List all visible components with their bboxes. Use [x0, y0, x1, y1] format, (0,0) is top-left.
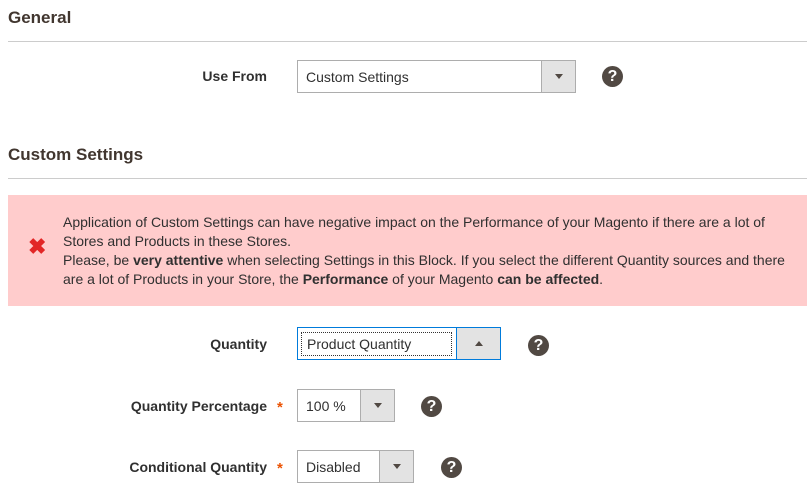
- alert-line-2: Please, be very attentive when selecting…: [63, 252, 785, 287]
- chevron-up-icon[interactable]: [456, 328, 500, 359]
- general-heading: General: [8, 8, 72, 27]
- quantity-percentage-value: 100 %: [306, 397, 346, 414]
- divider: [8, 178, 807, 179]
- help-icon[interactable]: ?: [602, 66, 623, 87]
- divider: [8, 41, 807, 42]
- quantity-percentage-label: Quantity Percentage: [130, 398, 267, 414]
- quantity-label: Quantity: [210, 336, 267, 352]
- alert-line-1: Application of Custom Settings can have …: [63, 214, 765, 249]
- help-icon[interactable]: ?: [421, 396, 442, 417]
- required-asterisk: *: [277, 399, 283, 416]
- error-x-icon: ✖: [28, 234, 47, 259]
- required-asterisk: *: [277, 460, 283, 477]
- quantity-select[interactable]: Product Quantity: [297, 327, 501, 360]
- conditional-quantity-value: Disabled: [306, 458, 361, 475]
- chevron-down-icon[interactable]: [379, 451, 413, 482]
- help-icon[interactable]: ?: [441, 457, 462, 478]
- chevron-down-icon[interactable]: [360, 390, 394, 421]
- help-icon[interactable]: ?: [528, 335, 549, 356]
- quantity-percentage-select[interactable]: 100 %: [297, 389, 395, 422]
- use-from-label: Use From: [202, 68, 267, 84]
- conditional-quantity-select[interactable]: Disabled: [297, 450, 414, 483]
- use-from-select[interactable]: Custom Settings: [297, 60, 576, 93]
- custom-settings-heading: Custom Settings: [8, 145, 144, 164]
- quantity-value: Product Quantity: [301, 331, 453, 356]
- warning-alert: ✖ Application of Custom Settings can hav…: [8, 195, 807, 306]
- use-from-value: Custom Settings: [306, 68, 409, 85]
- chevron-down-icon[interactable]: [541, 61, 575, 92]
- conditional-quantity-label: Conditional Quantity: [129, 459, 267, 475]
